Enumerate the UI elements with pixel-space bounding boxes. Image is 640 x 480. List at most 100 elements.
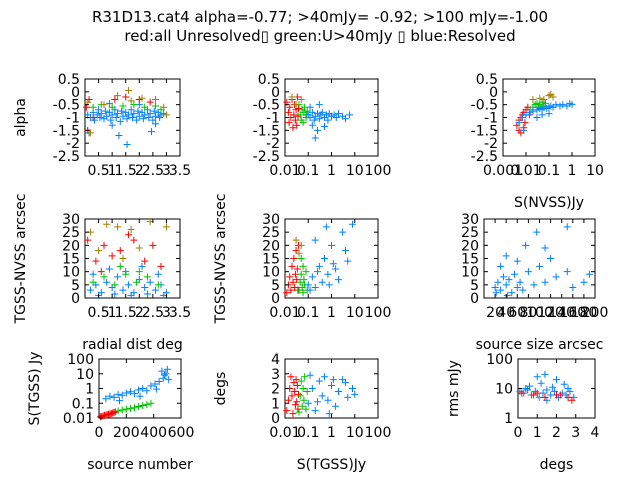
data-point-blue (158, 367, 166, 375)
x-tick-label: 200 (113, 425, 140, 441)
data-point-red (283, 407, 291, 415)
data-point-blue (136, 392, 144, 400)
data-point-blue (102, 395, 110, 403)
data-point-blue (503, 291, 511, 299)
data-point-green (297, 270, 305, 278)
data-point-green (300, 396, 308, 404)
y-tick-label: -1.5 (471, 123, 498, 139)
y-tick-label: 0 (71, 85, 80, 101)
data-point-blue (141, 283, 149, 291)
data-point-blue (553, 376, 560, 384)
x-tick-label: 20 (486, 305, 504, 321)
data-point-green (301, 373, 309, 381)
x-tick-label: 1 (568, 163, 577, 179)
data-point-blue (108, 121, 116, 129)
y-tick-label: 30 (461, 212, 479, 228)
data-point-red (89, 114, 97, 121)
data-point-blue (311, 407, 319, 415)
data-point-green (302, 268, 310, 276)
data-point-blue (543, 386, 551, 394)
data-point-red (100, 241, 108, 249)
data-point-blue (155, 377, 163, 385)
y-tick-label: 15 (62, 252, 80, 268)
y-tick-label: 2 (271, 382, 280, 398)
data-point-blue (492, 289, 500, 297)
data-point-blue (311, 283, 319, 291)
data-point-green (122, 405, 130, 413)
data-point-blue (105, 265, 113, 273)
data-point-blue (560, 380, 568, 388)
data-point-blue (564, 385, 572, 392)
x-tick-label: 1 (327, 305, 336, 321)
data-point-blue (105, 99, 113, 107)
data-point-blue (122, 389, 130, 397)
data-point-red (97, 268, 105, 276)
data-point-red (288, 392, 296, 400)
data-point-blue (106, 392, 114, 400)
data-point-blue (505, 276, 513, 284)
plot-frame (84, 218, 181, 299)
x-tick-label: 80 (519, 305, 537, 321)
data-point-green (299, 385, 307, 392)
x-tick-label: 600 (168, 425, 195, 441)
x-tick-label: 2.5 (142, 163, 164, 179)
data-point-blue (318, 108, 326, 116)
data-point-blue (515, 119, 523, 127)
x-tick-label: 160 (559, 305, 586, 321)
data-point-blue (541, 278, 549, 286)
data-point-green (118, 406, 126, 414)
data-point-blue (321, 255, 329, 262)
y-tick-label: -2 (266, 136, 280, 152)
data-point-blue (143, 387, 151, 395)
data-point-olive (295, 249, 303, 257)
y-tick-label: 0.5 (258, 72, 280, 88)
x-tick-label: 1.5 (115, 163, 137, 179)
data-point-green (303, 387, 311, 395)
data-point-blue (314, 110, 322, 118)
data-point-blue (536, 262, 543, 270)
data-point-blue (531, 387, 539, 395)
data-point-blue (310, 116, 318, 124)
y-tick-label: -0.5 (253, 98, 280, 114)
data-point-blue (502, 252, 510, 260)
data-point-blue (304, 281, 312, 289)
data-point-blue (141, 111, 149, 119)
data-point-blue (114, 273, 122, 281)
data-point-blue (162, 370, 170, 378)
data-point-green (299, 262, 307, 270)
y-tick-label: 0 (489, 85, 498, 101)
data-points (283, 371, 359, 418)
x-tick-label: 180 (571, 305, 598, 321)
data-points (283, 220, 356, 297)
data-point-green (114, 407, 122, 415)
data-point-blue (502, 281, 510, 289)
data-point-blue (329, 260, 337, 268)
data-point-blue (332, 114, 340, 121)
x-tick-label: 2 (552, 425, 561, 441)
y-tick-label: 25 (262, 225, 280, 241)
data-point-olive (162, 223, 170, 231)
data-point-blue (116, 397, 123, 405)
data-point-blue (108, 111, 116, 119)
data-point-red (284, 108, 292, 116)
y-tick-label: 20 (62, 238, 80, 254)
y-tick-label: 0 (470, 291, 479, 307)
data-point-red (291, 116, 299, 124)
y-tick-label: 5 (71, 278, 80, 294)
y-tick-label: 0 (271, 291, 280, 307)
data-point-blue (551, 387, 559, 395)
y-tick-label: 5 (271, 278, 280, 294)
data-point-red (111, 96, 119, 104)
data-point-blue (314, 268, 322, 276)
data-point-red (110, 408, 118, 416)
data-point-blue (322, 111, 330, 119)
data-point-blue (308, 121, 316, 129)
data-point-red (149, 241, 157, 249)
data-point-red (286, 103, 294, 111)
data-point-green (147, 399, 155, 407)
x-tick-label: 0.1 (538, 163, 560, 179)
data-point-blue (101, 107, 109, 115)
